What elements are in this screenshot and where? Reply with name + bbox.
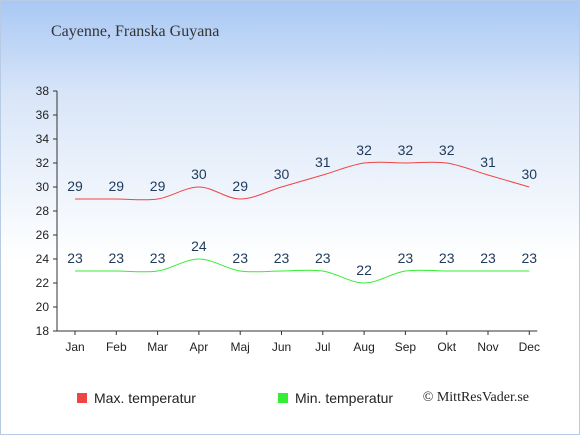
legend-min-swatch — [278, 393, 288, 403]
min-temp-value: 22 — [356, 262, 372, 278]
min-temp-value: 23 — [398, 250, 414, 266]
y-tick-label: 38 — [36, 84, 50, 98]
x-tick-label: Maj — [231, 340, 250, 354]
y-tick-label: 32 — [36, 156, 50, 170]
y-tick-label: 22 — [36, 276, 50, 290]
min-temp-value: 23 — [109, 250, 125, 266]
max-temp-value: 31 — [480, 154, 496, 170]
min-temp-value: 23 — [522, 250, 538, 266]
y-tick-label: 34 — [36, 132, 50, 146]
x-tick-label: Jan — [65, 340, 84, 354]
max-temp-value: 29 — [150, 178, 166, 194]
max-temp-value: 32 — [439, 142, 455, 158]
min-temp-value: 24 — [191, 238, 207, 254]
x-tick-label: Okt — [437, 340, 456, 354]
min-temp-line — [75, 258, 530, 284]
max-temp-value: 32 — [356, 142, 372, 158]
y-tick-label: 28 — [36, 204, 50, 218]
y-tick-label: 36 — [36, 108, 50, 122]
chart-title: Cayenne, Franska Guyana — [51, 23, 220, 40]
max-temp-value: 29 — [109, 178, 125, 194]
min-temp-value: 23 — [439, 250, 455, 266]
x-tick-label: Nov — [477, 340, 498, 354]
x-tick-label: Sep — [395, 340, 417, 354]
y-tick-label: 20 — [36, 300, 50, 314]
legend-min-label: Min. temperatur — [295, 390, 394, 406]
y-tick-label: 24 — [36, 252, 50, 266]
max-temp-line — [74, 161, 530, 201]
min-temp-value: 23 — [274, 250, 290, 266]
legend-max-label: Max. temperatur — [94, 390, 196, 406]
x-tick-label: Jun — [272, 340, 291, 354]
x-tick-label: Mar — [147, 340, 168, 354]
min-temp-value: 23 — [232, 250, 248, 266]
min-temp-value: 23 — [67, 250, 83, 266]
max-temp-value: 30 — [522, 166, 538, 182]
x-tick-label: Apr — [190, 340, 209, 354]
x-tick-label: Aug — [353, 340, 374, 354]
min-temp-value: 23 — [150, 250, 166, 266]
legend-max: Max. temperatur — [77, 390, 196, 406]
max-temp-value: 30 — [274, 166, 290, 182]
y-tick-label: 26 — [36, 228, 50, 242]
x-tick-label: Jul — [315, 340, 330, 354]
min-temp-value: 23 — [480, 250, 496, 266]
max-temp-value: 29 — [232, 178, 248, 194]
y-tick-label: 30 — [36, 180, 50, 194]
legend-min: Min. temperatur — [278, 390, 393, 406]
x-tick-label: Feb — [106, 340, 127, 354]
legend-max-swatch — [77, 393, 87, 403]
max-temp-value: 30 — [191, 166, 207, 182]
x-tick-label: Dec — [519, 340, 540, 354]
y-tick-label: 18 — [36, 324, 50, 338]
credit-text: © MittResVader.se — [422, 390, 529, 405]
max-temp-value: 31 — [315, 154, 331, 170]
max-temp-value: 29 — [67, 178, 83, 194]
min-temp-value: 23 — [315, 250, 331, 266]
max-temp-value: 32 — [398, 142, 414, 158]
